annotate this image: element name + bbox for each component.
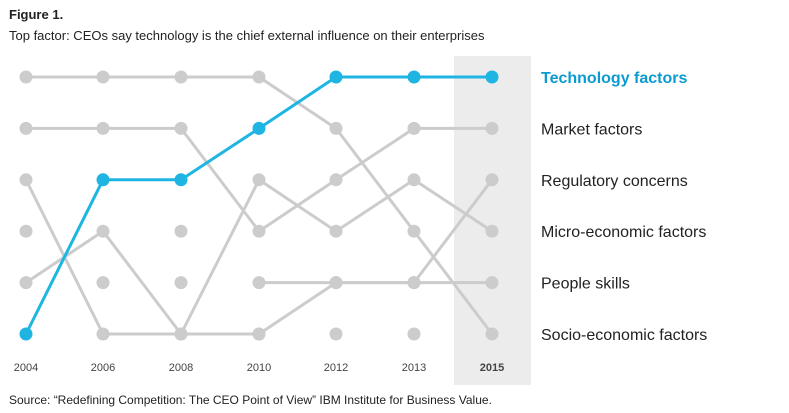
series-line-socio-economic-factors: [24, 75, 494, 336]
data-point-unlinked: [329, 327, 343, 341]
data-point-regulatory-concerns: [485, 173, 499, 187]
data-point-unlinked: [407, 327, 421, 341]
data-point-socio-economic-factors: [329, 121, 343, 135]
data-point-market-factors: [329, 173, 343, 187]
source-note: Source: “Redefining Competition: The CEO…: [9, 393, 492, 407]
x-axis-labels: 2004 2006 2008 2010 2012 2013 2015: [14, 362, 504, 374]
series-label-people-skills: People skills: [541, 276, 630, 293]
data-point-technology-factors: [96, 173, 110, 187]
data-point-unlinked: [174, 276, 188, 290]
data-point-people-skills: [407, 276, 421, 290]
data-point-market-factors: [96, 121, 110, 135]
data-point-regulatory-concerns: [19, 276, 33, 290]
data-point-micro-economic-factors: [252, 173, 266, 187]
series-line-regulatory-concerns: [24, 178, 494, 336]
series-labels: Technology factors Market factors Regulato…: [541, 70, 707, 344]
x-tick-label: 2015: [480, 362, 504, 374]
data-point-micro-economic-factors: [329, 224, 343, 238]
x-tick-label: 2010: [247, 362, 271, 374]
series-label-technology-factors: Technology factors: [541, 70, 687, 87]
series-label-micro-economic-factors: Micro-economic factors: [541, 224, 706, 241]
data-point-socio-economic-factors: [407, 224, 421, 238]
data-point-technology-factors: [174, 173, 188, 187]
data-point-technology-factors: [19, 327, 33, 341]
series-label-market-factors: Market factors: [541, 121, 642, 138]
data-point-micro-economic-factors: [96, 327, 110, 341]
data-point-socio-economic-factors: [485, 327, 499, 341]
chart-title: Top factor: CEOs say technology is the c…: [9, 28, 485, 43]
data-point-market-factors: [174, 121, 188, 135]
data-point-micro-economic-factors: [174, 327, 188, 341]
series-label-socio-economic-factors: Socio-economic factors: [541, 327, 707, 344]
data-point-regulatory-concerns: [96, 224, 110, 238]
data-point-market-factors: [407, 121, 421, 135]
data-point-technology-factors: [252, 121, 266, 135]
data-point-market-factors: [485, 121, 499, 135]
x-tick-label: 2013: [402, 362, 426, 374]
data-point-unlinked: [19, 224, 33, 238]
series-label-regulatory-concerns: Regulatory concerns: [541, 173, 688, 190]
data-point-people-skills: [252, 276, 266, 290]
data-point-micro-economic-factors: [407, 173, 421, 187]
bump-chart: 2004 2006 2008 2010 2012 2013 2015 Technology …: [14, 56, 707, 385]
data-point-people-skills: [329, 276, 343, 290]
data-point-market-factors: [252, 224, 266, 238]
series-lines: [24, 75, 494, 336]
data-point-market-factors: [19, 121, 33, 135]
data-point-unlinked: [96, 276, 110, 290]
x-tick-label: 2006: [91, 362, 115, 374]
figure-label: Figure 1.: [9, 7, 64, 22]
data-point-technology-factors: [407, 70, 421, 84]
data-point-technology-factors: [485, 70, 499, 84]
data-point-socio-economic-factors: [19, 70, 33, 84]
x-tick-label: 2004: [14, 362, 38, 374]
data-point-micro-economic-factors: [485, 224, 499, 238]
series-points: [19, 70, 499, 341]
data-point-technology-factors: [329, 70, 343, 84]
data-point-regulatory-concerns: [252, 327, 266, 341]
data-point-socio-economic-factors: [174, 70, 188, 84]
data-point-unlinked: [174, 224, 188, 238]
data-point-socio-economic-factors: [252, 70, 266, 84]
series-line-technology-factors: [24, 75, 494, 336]
data-point-people-skills: [485, 276, 499, 290]
series-line-micro-economic-factors: [24, 178, 494, 336]
data-point-micro-economic-factors: [19, 173, 33, 187]
x-tick-label: 2008: [169, 362, 193, 374]
x-tick-label: 2012: [324, 362, 348, 374]
data-point-socio-economic-factors: [96, 70, 110, 84]
